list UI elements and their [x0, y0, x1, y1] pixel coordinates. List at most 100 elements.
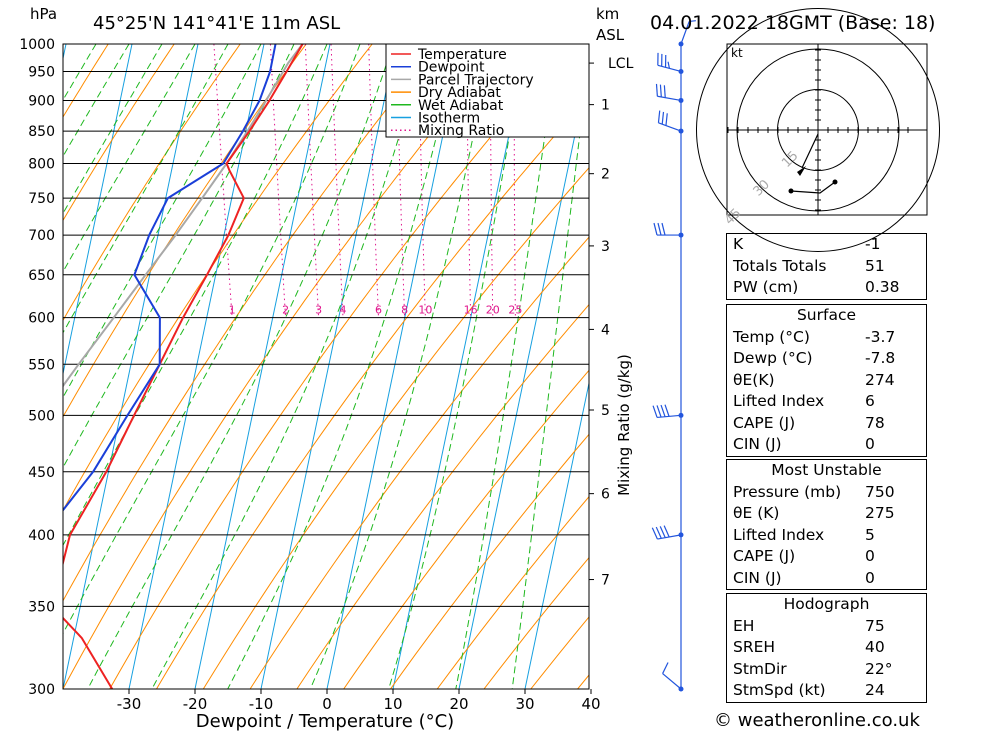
row-label: Pressure (mb): [733, 482, 842, 501]
axis-labels: 3003504004505005506006507007508008509009…: [19, 37, 633, 713]
isotherm-line: [63, 44, 199, 689]
dry-adiabat-line: [63, 44, 373, 512]
hodograph-point: [788, 188, 794, 194]
row-value: -3.7: [865, 327, 896, 346]
x-tick-label: -20: [183, 695, 208, 713]
mixing-ratio-label: 8: [401, 304, 408, 317]
pressure-tick-label: 500: [28, 408, 55, 424]
mixing-ratio-axis-label: Mixing Ratio (g/kg): [615, 354, 633, 496]
x-axis-label: Dewpoint / Temperature (°C): [196, 711, 454, 732]
isotherm-line: [260, 44, 397, 689]
wind-barb: [662, 662, 682, 690]
table-row: CAPE (J) 0: [727, 546, 926, 568]
row-value: 0: [865, 568, 875, 587]
table-row: θE (K) 275: [727, 503, 926, 525]
isotherm-line: [458, 65, 589, 689]
table-row: Totals Totals 51: [727, 256, 926, 278]
mixing-ratio-line: [304, 44, 320, 318]
row-label: CAPE (J): [733, 413, 796, 432]
surface-table: Surface Temp (°C) -3.7 Dewp (°C) -7.8 θE(K) 2…: [726, 304, 927, 457]
row-value: 40: [865, 638, 885, 656]
x-tick-label: -10: [249, 695, 274, 713]
row-value: 275: [865, 504, 895, 522]
row-value: 0: [865, 547, 875, 565]
pressure-unit-label: hPa: [30, 5, 57, 23]
table-row: StmDir 22°: [727, 659, 926, 681]
row-label: StmDir: [733, 659, 787, 678]
dry-adiabat-line: [156, 95, 589, 689]
isotherm-line: [591, 44, 726, 689]
dry-adiabat-line: [343, 369, 589, 689]
row-value: -1: [865, 235, 881, 253]
row-label: K: [733, 235, 744, 253]
dry-adiabat-line: [63, 44, 175, 222]
legend-label: Isotherm: [418, 111, 480, 127]
location-title: 45°25'N 141°41'E 11m ASL: [93, 13, 340, 34]
wet-adiabat-line: [151, 44, 427, 689]
row-value: 22°: [865, 659, 893, 678]
x-tick-label: 10: [383, 695, 402, 713]
storm-motion-vector: [801, 133, 819, 169]
hodograph-point: [832, 179, 838, 185]
dry-adiabat-line: [63, 44, 505, 689]
dry-adiabat-line: [390, 433, 589, 689]
table-row: Lifted Index 6: [727, 391, 926, 413]
isotherm-line: [524, 380, 589, 689]
table-row: Lifted Index 5: [727, 525, 926, 547]
row-value: 24: [865, 681, 885, 699]
mixing-ratio-label: 2: [282, 304, 289, 317]
wet-adiabat-line: [388, 44, 526, 689]
km-unit-label: km: [596, 5, 619, 23]
wet-adiabat-line: [63, 44, 163, 215]
wind-barb: [652, 404, 682, 419]
mixing-ratio-line: [213, 44, 233, 318]
row-value: 6: [865, 392, 875, 410]
legend-box: [385, 43, 590, 138]
table-row: PW (cm) 0.38: [727, 277, 926, 299]
mixing-ratio-label: 10: [418, 304, 432, 317]
km-tick-label: 4: [601, 322, 610, 338]
row-label: CAPE (J): [733, 547, 796, 565]
dry-adiabat-line: [63, 44, 109, 118]
km-tick-label: 1: [601, 98, 610, 114]
pressure-tick-label: 450: [28, 465, 55, 481]
hodograph-unit: kt: [731, 46, 743, 60]
km-tick-label: 2: [601, 167, 610, 183]
most-unstable-title: Most Unstable: [727, 459, 926, 482]
pressure-tick-label: 700: [28, 228, 55, 244]
most-unstable-table: Most Unstable Pressure (mb) 750 θE (K) 275 L…: [726, 459, 927, 590]
mixing-ratio-label: 1: [229, 304, 236, 317]
mixing-ratio-label: 4: [340, 304, 347, 317]
row-label: θE (K): [733, 504, 780, 522]
pressure-tick-label: 1000: [19, 37, 55, 53]
row-label: Temp (°C): [733, 327, 810, 346]
km-tick-label: 5: [601, 403, 610, 419]
legend-label: Mixing Ratio: [418, 123, 504, 139]
x-tick-label: -30: [117, 695, 142, 713]
wind-barb: [680, 20, 696, 45]
x-tick-label: 0: [322, 695, 332, 713]
pressure-tick-label: 350: [28, 599, 55, 615]
pressure-tick-label: 400: [28, 528, 55, 544]
row-label: CIN (J): [733, 568, 782, 587]
hodograph-title: Hodograph: [727, 593, 926, 616]
pressure-tick-label: 600: [28, 311, 55, 327]
table-row: CIN (J) 0: [727, 568, 926, 590]
wet-adiabat-line: [455, 44, 559, 689]
table-row: Temp (°C) -3.7: [727, 327, 926, 349]
pressure-tick-label: 650: [28, 268, 55, 284]
wind-barb: [655, 83, 682, 102]
km-tick-label: 7: [601, 573, 610, 589]
isotherm-line: [326, 44, 463, 689]
pressure-tick-label: 800: [28, 157, 55, 173]
storm-motion-arrowhead: [797, 166, 806, 176]
table-row: CAPE (J) 78: [727, 413, 926, 435]
km-tick-label: 3: [601, 239, 610, 255]
legend-label: Dewpoint: [418, 60, 485, 76]
hodograph-trace: [790, 181, 836, 194]
row-label: StmSpd (kt): [733, 681, 826, 699]
row-label: Totals Totals: [733, 256, 827, 275]
